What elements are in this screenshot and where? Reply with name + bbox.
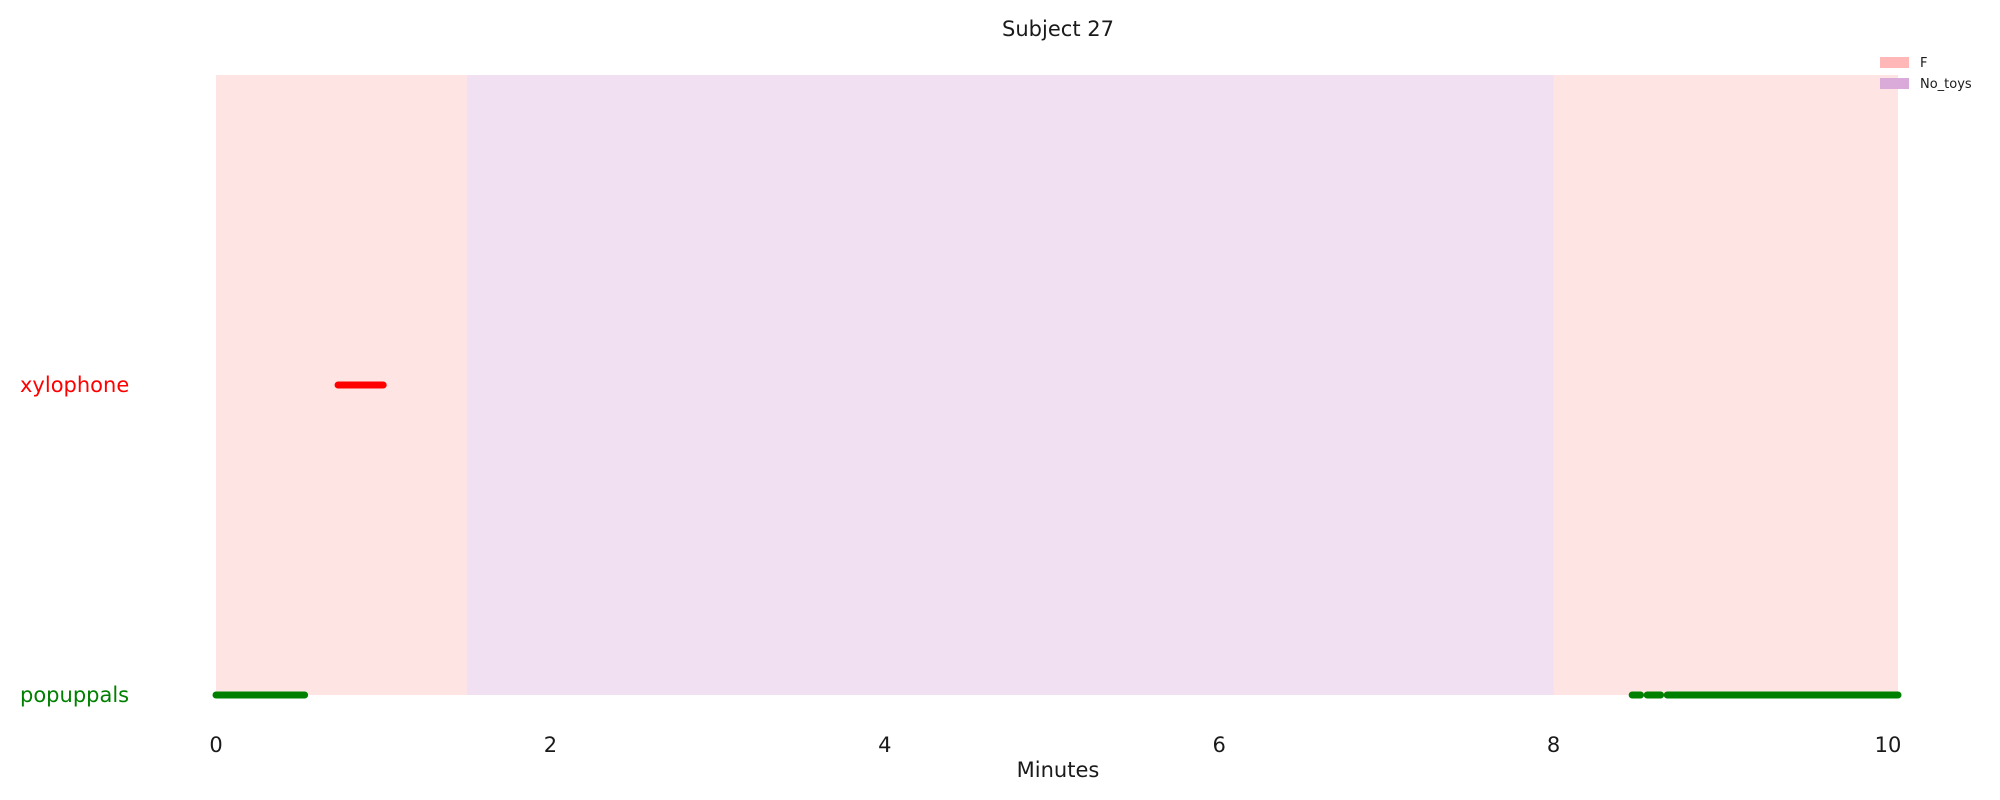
x-tick-label-6: 6 (1212, 733, 1225, 757)
x-tick-label-2: 2 (544, 733, 557, 757)
chart-title: Subject 27 (1002, 17, 1114, 41)
legend-label-f: F (1920, 56, 1927, 71)
phase-band-no-toys-1 (466, 75, 1554, 695)
phase-band-f-2 (1553, 75, 1898, 695)
category-label-popuppals: popuppals (20, 683, 129, 707)
legend-swatch-no-toys (1880, 78, 1909, 89)
x-tick-label-10: 10 (1875, 733, 1902, 757)
x-axis-ticks: 0 2 4 6 8 10 (209, 733, 1901, 757)
legend-swatch-f (1880, 57, 1909, 68)
category-label-xylophone: xylophone (20, 373, 129, 397)
x-tick-label-8: 8 (1547, 733, 1560, 757)
activity-segments (212, 381, 1902, 699)
x-axis-label: Minutes (1017, 758, 1100, 782)
legend: F No_toys (1880, 56, 1972, 92)
x-tick-label-4: 4 (878, 733, 891, 757)
category-labels: popuppals xylophone (20, 373, 129, 707)
legend-label-no-toys: No_toys (1920, 77, 1972, 92)
phase-backgrounds (216, 75, 1898, 695)
x-tick-label-0: 0 (209, 733, 222, 757)
